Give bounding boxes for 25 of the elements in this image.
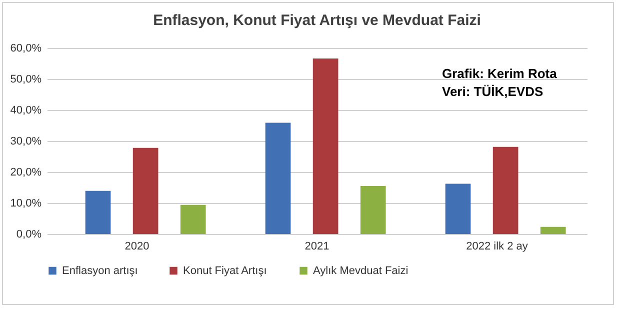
legend-label: Aylık Mevduat Faizi: [313, 264, 408, 277]
bar: [540, 226, 566, 234]
bar: [180, 204, 206, 234]
x-tick-label: 2021: [304, 240, 330, 252]
chart-title: Enflasyon, Konut Fiyat Artışı ve Mevduat Faizi: [153, 12, 481, 29]
annotation: Grafik: Kerim Rota: [442, 66, 558, 81]
bar: [360, 186, 386, 234]
bar: [132, 148, 158, 234]
y-tick-label: 40,0%: [10, 104, 42, 116]
bar: [85, 190, 111, 234]
legend-label: Konut Fiyat Artışı: [183, 264, 267, 277]
x-tick-label: 2020: [124, 240, 150, 252]
bar: [312, 58, 338, 234]
y-tick-label: 10,0%: [10, 198, 42, 210]
y-tick-label: 20,0%: [10, 166, 42, 178]
x-tick-label: 2022 ilk 2 ay: [466, 240, 528, 252]
y-tick-label: 60,0%: [10, 42, 42, 54]
y-tick-label: 50,0%: [10, 74, 42, 86]
bar: [445, 184, 471, 234]
y-tick-label: 0,0%: [16, 228, 42, 240]
annotation: Veri: TÜİK,EVDS: [442, 84, 544, 99]
bar: [265, 122, 291, 234]
y-tick-label: 30,0%: [10, 136, 42, 148]
legend-label: Enflasyon artışı: [62, 264, 138, 277]
bar: [492, 146, 518, 234]
